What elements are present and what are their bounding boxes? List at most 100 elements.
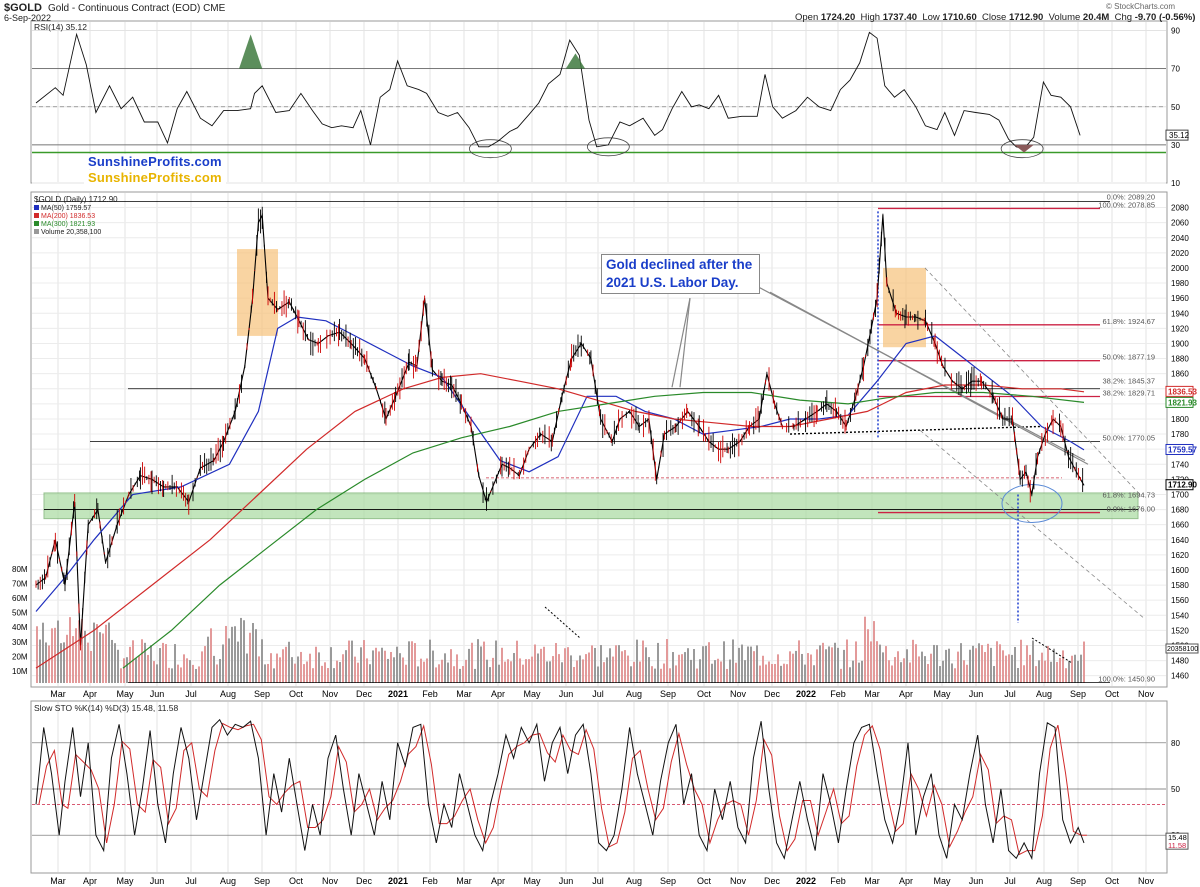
stoch-x-tick-label: Sep [1070,876,1086,886]
legend-ma50: MA(50) 1759.57 [34,205,91,212]
legend-volume-text: Volume 20,358,100 [41,229,102,236]
volume-bar [120,668,122,683]
volume-bar [234,626,236,683]
volume-bar [378,651,380,683]
stoch-k-value: 15.48 [1168,833,1187,842]
stoch-x-tick-label: Nov [1138,876,1155,886]
callout-pointer-line [671,298,691,388]
volume-bar [216,664,218,683]
callout-trend-line [769,291,1089,465]
volume-bar [477,639,479,683]
volume-bar [900,662,902,683]
volume-bar [486,659,488,683]
volume-bar [1056,661,1058,683]
volume-bar [1005,655,1007,683]
volume-bar [204,646,206,683]
volume-bar [651,666,653,683]
volume-bar [336,660,338,683]
volume-bar [90,650,92,683]
volume-bar [117,649,119,683]
stoch-x-tick-label: Feb [422,876,438,886]
volume-bar [930,653,932,683]
price-x-tick-label: Oct [1105,689,1120,699]
volume-bar [618,645,620,683]
stoch-x-tick-label: Jul [185,876,197,886]
price-y-tick-label: 1520 [1171,626,1189,635]
volume-bar [306,661,308,683]
volume-bar [540,648,542,683]
volume-bar [873,621,875,683]
volume-bar [777,654,779,683]
volume-bar [627,655,629,683]
volume-bar [267,663,269,683]
volume-bar [663,663,665,683]
volume-bar [342,654,344,683]
dotted-neckline [789,425,1041,435]
volume-bar [705,645,707,683]
volume-bar [849,667,851,683]
volume-bar [228,638,230,683]
volume-bar [855,641,857,683]
volume-bar [264,664,266,683]
price-x-tick-label: May [933,689,951,699]
volume-bar [1023,665,1025,683]
chg-label: Chg [1114,12,1133,23]
volume-bar [894,657,896,683]
stoch-x-tick-label: Mar [456,876,472,886]
volume-bar [633,661,635,683]
volume-bar [816,649,818,683]
volume-bar [102,633,104,683]
volume-bar [78,620,80,683]
volume-bar [690,659,692,683]
price-y-tick-label: 2020 [1171,249,1189,258]
volume-bar [714,660,716,683]
volume-bar [732,639,734,683]
volume-bar [144,642,146,683]
price-x-tick-label: Apr [899,689,913,699]
volume-bar [765,664,767,683]
volume-bar [738,647,740,683]
price-x-tick-label: Dec [764,689,781,699]
stoch-x-tick-label: Oct [697,876,712,886]
volume-bar [150,645,152,683]
volume-bar [108,622,110,683]
volume-bar [549,661,551,683]
volume-bar [243,620,245,683]
volume-bar [789,651,791,683]
volume-bar [96,624,98,683]
volume-bar [531,656,533,683]
volume-bar [93,622,95,683]
rsi-oversold-fill [1014,144,1034,153]
volume-bar [555,643,557,683]
watermark-blue: SunshineProfits.com [84,154,226,169]
volume-bar [1044,660,1046,683]
volume-bar [312,668,314,683]
volume-bar [297,656,299,683]
orange-box-2020 [237,249,278,336]
volume-bar [1074,654,1076,683]
volume-bar [138,655,140,683]
price-x-tick-label: Jul [592,689,604,699]
volume-bar [309,653,311,683]
volume-bar [261,639,263,683]
volume-bar [318,652,320,683]
volume-bar [702,646,704,683]
volume-bar [591,645,593,683]
price-x-tick-label: Jul [185,689,197,699]
rsi-y-tick-label: 50 [1171,103,1180,112]
volume-bar [1047,645,1049,683]
volume-bar [348,640,350,683]
label-layer: Mar Mar Apr Apr May May Jun Jun Jul Jul Aug Aug Sep S… [12,27,1199,886]
volume-bar [822,642,824,683]
price-y-tick-label: 2000 [1171,264,1189,273]
volume-bar [693,649,695,683]
volume-bar [561,662,563,683]
price-y-tick-label: 1660 [1171,521,1189,530]
volume-bar [105,624,107,683]
volume-bar [825,649,827,683]
volume-bar [147,654,149,683]
volume-bar [564,648,566,683]
volume-bar [393,657,395,683]
volume-bar [1035,666,1037,683]
volume-bar [132,640,134,683]
